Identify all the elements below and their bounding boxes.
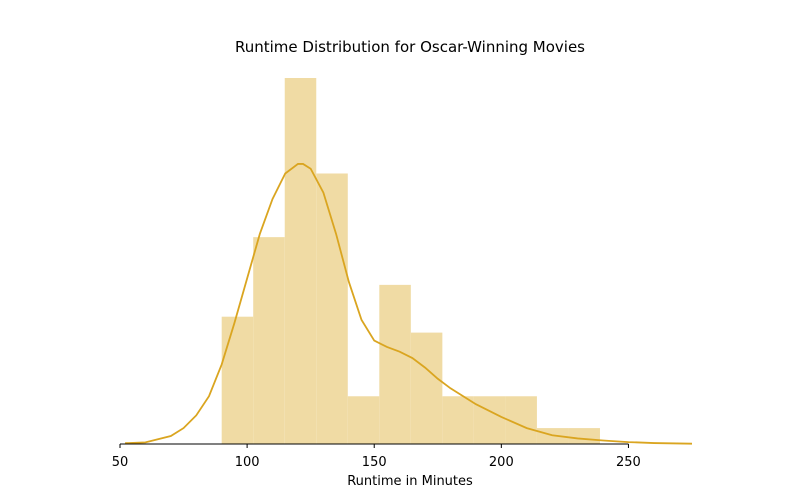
chart-title: Runtime Distribution for Oscar-Winning M… [235,38,585,56]
kde-curve [125,163,693,445]
histogram-bar [253,237,285,444]
histogram-bar [410,332,443,444]
histogram-bar [347,396,380,444]
x-tick-label: 200 [489,455,514,470]
histogram-bar [316,173,348,444]
x-tick-label: 50 [112,455,129,470]
histogram-bar [221,316,254,444]
x-axis-ticks: 50 100 150 200 250 [112,444,641,470]
histogram-bars [221,78,600,444]
x-tick-label: 250 [616,455,641,470]
histogram-bar [473,396,506,444]
x-tick-label: 100 [235,455,260,470]
histogram-bar [442,396,474,444]
x-axis-label: Runtime in Minutes [347,474,473,489]
histogram-bar [568,428,600,444]
x-tick-label: 150 [362,455,387,470]
histogram-bar [379,284,411,444]
histogram-bar [284,78,317,444]
